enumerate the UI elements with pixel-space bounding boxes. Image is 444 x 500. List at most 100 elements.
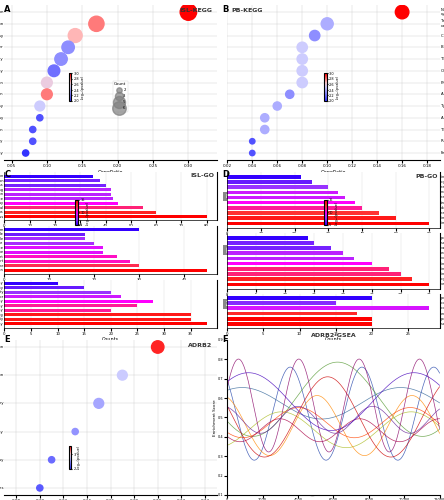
Bar xyxy=(4,197,113,200)
Bar xyxy=(227,236,308,240)
Bar xyxy=(4,255,117,258)
Text: ISL-KEGG: ISL-KEGG xyxy=(179,8,212,13)
Y-axis label: MF: MF xyxy=(224,300,229,308)
Bar xyxy=(227,267,389,270)
Text: E: E xyxy=(4,335,10,344)
Point xyxy=(299,55,306,63)
Point xyxy=(261,126,268,134)
Y-axis label: CC: CC xyxy=(224,246,229,254)
Bar xyxy=(4,318,190,321)
Point xyxy=(154,343,161,351)
Bar xyxy=(227,246,331,250)
Point xyxy=(299,67,306,75)
Bar xyxy=(4,313,190,316)
Bar xyxy=(4,232,85,236)
X-axis label: Counts: Counts xyxy=(325,337,342,342)
Text: ISL-GO: ISL-GO xyxy=(190,174,214,178)
Point xyxy=(36,114,44,122)
Y-axis label: -log₁₀(pvalue): -log₁₀(pvalue) xyxy=(335,200,339,224)
X-axis label: GeneRatio: GeneRatio xyxy=(98,170,123,174)
Bar xyxy=(227,256,354,260)
Bar xyxy=(4,246,103,250)
Point xyxy=(36,102,44,110)
Bar xyxy=(4,192,111,196)
Bar xyxy=(4,286,84,290)
Y-axis label: -log₁₀(pvalue): -log₁₀(pvalue) xyxy=(77,445,81,469)
Y-axis label: Enrichment Score: Enrichment Score xyxy=(213,399,217,436)
Bar xyxy=(4,309,111,312)
Bar xyxy=(227,306,429,310)
Bar xyxy=(4,250,103,254)
Bar xyxy=(4,264,139,268)
Text: ADRB2: ADRB2 xyxy=(188,343,212,348)
Bar xyxy=(4,291,111,294)
Bar xyxy=(227,241,314,244)
Point xyxy=(48,456,55,464)
Point xyxy=(286,90,293,98)
Bar xyxy=(227,252,343,255)
Bar xyxy=(227,196,345,200)
Bar xyxy=(4,202,118,204)
Bar xyxy=(227,175,301,178)
Bar xyxy=(227,278,412,281)
Point xyxy=(44,78,51,86)
Y-axis label: BP: BP xyxy=(224,193,229,200)
Point xyxy=(51,67,58,75)
Bar xyxy=(4,215,206,218)
Point xyxy=(57,55,64,63)
X-axis label: Counts: Counts xyxy=(102,337,119,342)
Bar xyxy=(4,237,85,240)
Bar xyxy=(4,260,130,263)
Bar xyxy=(4,210,156,214)
Bar xyxy=(227,272,400,276)
Bar xyxy=(4,242,94,245)
Bar xyxy=(227,201,355,204)
Text: ADRB2-GSEA: ADRB2-GSEA xyxy=(310,334,356,338)
X-axis label: GeneRatio: GeneRatio xyxy=(321,170,346,174)
Text: A: A xyxy=(4,5,11,14)
Point xyxy=(29,138,36,145)
Bar xyxy=(4,206,143,209)
Point xyxy=(71,32,79,40)
Bar xyxy=(227,312,357,316)
Point xyxy=(261,114,268,122)
Point xyxy=(311,32,318,40)
Bar xyxy=(227,262,372,266)
Point xyxy=(274,102,281,110)
Bar xyxy=(227,186,329,189)
Legend: 4, 8, 12, 16: 4, 8, 12, 16 xyxy=(315,80,332,112)
Text: PB-KEGG: PB-KEGG xyxy=(232,8,263,13)
Point xyxy=(324,20,331,28)
Point xyxy=(299,44,306,52)
Point xyxy=(299,78,306,86)
Bar xyxy=(227,190,338,194)
Text: D: D xyxy=(222,170,229,179)
Bar xyxy=(227,301,336,305)
Point xyxy=(44,90,51,98)
Legend: 3, 4, 5: 3, 4, 5 xyxy=(305,468,321,493)
Bar xyxy=(4,268,206,272)
Point xyxy=(93,20,100,28)
Text: C: C xyxy=(4,170,11,179)
Bar xyxy=(227,222,429,225)
Bar xyxy=(227,317,372,320)
Point xyxy=(29,126,36,134)
Bar xyxy=(4,322,206,326)
Point xyxy=(36,484,44,492)
Bar xyxy=(4,188,111,191)
Point xyxy=(71,428,79,436)
Y-axis label: -log₁₀(pvalue): -log₁₀(pvalue) xyxy=(80,75,84,100)
Bar xyxy=(227,180,312,184)
Text: B: B xyxy=(222,5,228,14)
Bar xyxy=(4,228,139,232)
Y-axis label: -log₁₀(pvalue): -log₁₀(pvalue) xyxy=(336,75,340,100)
Bar xyxy=(4,174,93,178)
Bar xyxy=(227,282,429,286)
Bar xyxy=(4,300,153,303)
Bar xyxy=(227,296,372,300)
Bar xyxy=(227,206,362,210)
Bar xyxy=(4,296,122,298)
Bar xyxy=(227,216,396,220)
Bar xyxy=(4,184,106,187)
Point xyxy=(249,149,256,157)
